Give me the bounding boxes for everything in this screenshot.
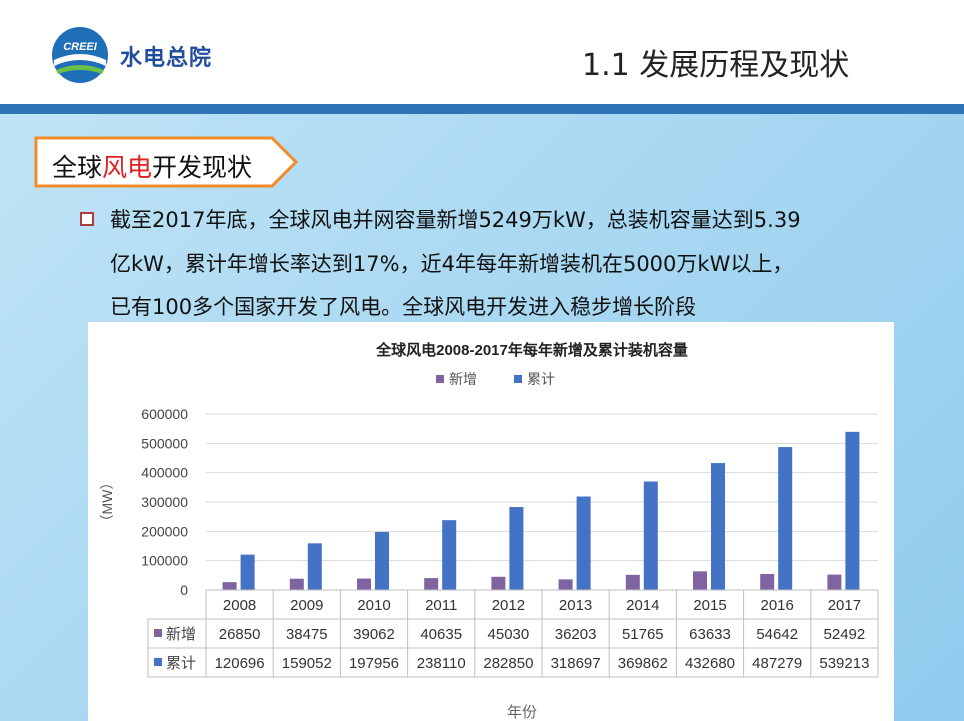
y-tick-label: 500000 bbox=[141, 435, 188, 451]
page-title: 1.1 发展历程及现状 bbox=[582, 48, 850, 83]
data-label: 539213 bbox=[819, 655, 869, 672]
data-label: 318697 bbox=[551, 655, 601, 672]
bar-累计-2009 bbox=[307, 543, 322, 590]
data-label: 39062 bbox=[353, 626, 395, 643]
data-label: 54642 bbox=[756, 626, 798, 643]
bar-新增-2015 bbox=[693, 571, 707, 590]
data-label: 432680 bbox=[685, 655, 735, 672]
data-label: 36203 bbox=[555, 626, 597, 643]
bar-累计-2011 bbox=[442, 520, 457, 590]
data-label: 63633 bbox=[689, 626, 731, 643]
x-axis-label: 年份 bbox=[507, 704, 537, 721]
bar-累计-2017 bbox=[845, 431, 860, 590]
legend-swatch bbox=[514, 375, 522, 383]
organization-name: 水电总院 bbox=[120, 46, 213, 71]
data-label: 38475 bbox=[286, 626, 328, 643]
data-label: 238110 bbox=[417, 655, 466, 672]
data-label: 45030 bbox=[488, 626, 530, 643]
data-label: 159052 bbox=[282, 655, 332, 672]
bar-新增-2008 bbox=[222, 582, 237, 590]
paragraph-line-1: 截至2017年底，全球风电并网容量新增5249万kW，总装机容量达到5.39 bbox=[110, 208, 801, 232]
data-label: 282850 bbox=[483, 655, 533, 672]
data-label: 369862 bbox=[618, 655, 668, 672]
bar-累计-2010 bbox=[375, 531, 389, 590]
y-tick-label: 0 bbox=[180, 582, 188, 598]
creei-logo-icon: CREEI bbox=[52, 27, 108, 83]
x-tick-label: 2015 bbox=[693, 597, 726, 614]
legend-label: 累计 bbox=[527, 371, 555, 387]
bar-累计-2014 bbox=[643, 481, 658, 590]
section-tag-shape bbox=[34, 136, 299, 188]
bar-新增-2013 bbox=[558, 579, 573, 590]
y-tick-label: 100000 bbox=[141, 553, 188, 569]
bar-累计-2008 bbox=[240, 554, 255, 590]
bar-新增-2009 bbox=[289, 578, 304, 590]
y-axis-label: （MW） bbox=[99, 476, 115, 529]
data-label: 51765 bbox=[622, 626, 664, 643]
y-tick-label: 600000 bbox=[141, 406, 188, 422]
table-series-label: 累计 bbox=[166, 655, 196, 672]
x-tick-label: 2011 bbox=[425, 597, 457, 614]
data-label: 26850 bbox=[219, 626, 261, 643]
bar-新增-2016 bbox=[760, 573, 775, 590]
bar-累计-2015 bbox=[711, 463, 725, 590]
x-tick-label: 2013 bbox=[559, 597, 592, 614]
bar-累计-2012 bbox=[509, 507, 524, 590]
x-tick-label: 2017 bbox=[828, 597, 861, 614]
bar-新增-2011 bbox=[424, 578, 439, 590]
header-stripe bbox=[0, 104, 964, 114]
bar-累计-2013 bbox=[576, 496, 591, 590]
x-tick-label: 2016 bbox=[761, 597, 794, 614]
legend-label: 新增 bbox=[449, 371, 477, 387]
bar-新增-2014 bbox=[625, 574, 640, 590]
data-label: 197956 bbox=[349, 655, 399, 672]
data-label: 52492 bbox=[824, 626, 866, 643]
data-label: 40635 bbox=[420, 626, 462, 643]
x-tick-label: 2009 bbox=[290, 597, 323, 614]
bar-新增-2012 bbox=[491, 576, 506, 590]
section-tag-suffix: 开发现状 bbox=[152, 153, 253, 182]
paragraph-line-3: 已有100多个国家开发了风电。全球风电开发进入稳步增长阶段 bbox=[110, 295, 697, 319]
x-tick-label: 2010 bbox=[357, 597, 390, 614]
section-tag-prefix: 全球 bbox=[52, 153, 103, 182]
bar-新增-2010 bbox=[357, 578, 371, 590]
bar-新增-2017 bbox=[827, 574, 842, 590]
slide-header: CREEI 水电总院 1.1 发展历程及现状 bbox=[0, 0, 964, 104]
y-tick-label: 200000 bbox=[141, 523, 188, 539]
y-tick-label: 300000 bbox=[141, 494, 188, 510]
chart-title: 全球风电2008-2017年每年新增及累计装机容量 bbox=[375, 341, 688, 359]
section-tag: 全球风电开发现状 bbox=[52, 148, 252, 184]
legend-swatch bbox=[436, 375, 444, 383]
data-label: 120696 bbox=[215, 655, 265, 672]
chart-panel: 全球风电2008-2017年每年新增及累计装机容量 新增 累计 0 100000 2000… bbox=[88, 322, 894, 721]
paragraph-line-2: 亿kW，累计年增长率达到17%，近4年每年新增装机在5000万kW以上， bbox=[110, 252, 794, 276]
y-tick-label: 400000 bbox=[141, 465, 188, 481]
bullet-icon bbox=[80, 212, 94, 226]
x-tick-label: 2008 bbox=[223, 597, 256, 614]
x-tick-label: 2014 bbox=[626, 597, 659, 614]
logo-text: CREEI bbox=[63, 41, 98, 53]
table-series-label: 新增 bbox=[166, 626, 196, 643]
data-label: 487279 bbox=[752, 655, 802, 672]
x-tick-label: 2012 bbox=[492, 597, 525, 614]
section-tag-highlight: 风电 bbox=[102, 153, 153, 182]
table-legend-swatch bbox=[154, 629, 162, 637]
table-legend-swatch bbox=[154, 658, 162, 666]
bar-累计-2016 bbox=[778, 447, 793, 590]
